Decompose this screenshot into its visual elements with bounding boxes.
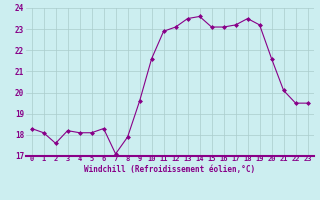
X-axis label: Windchill (Refroidissement éolien,°C): Windchill (Refroidissement éolien,°C) — [84, 165, 255, 174]
